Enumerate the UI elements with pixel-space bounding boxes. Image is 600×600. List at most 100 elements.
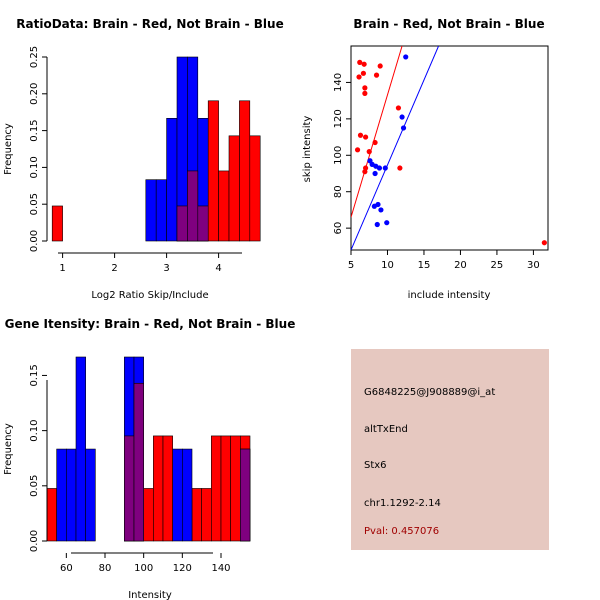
brain-point: [356, 74, 362, 80]
gene-y-label: Frequency: [3, 423, 14, 475]
y-tick-label: 140: [333, 73, 344, 92]
brain-point: [541, 240, 547, 246]
brain-bar: [207, 100, 219, 242]
ratio-histogram-panel: RatioData: Brain - Red, Not Brain - Blue…: [3, 17, 284, 301]
not-brain-bar: [172, 448, 183, 542]
p-value: Pval: 0.457076: [364, 526, 440, 537]
overlap-bar: [187, 170, 199, 242]
brain-point: [362, 90, 368, 96]
x-tick-label: 100: [134, 563, 153, 574]
overlap-bar: [197, 205, 209, 242]
x-tick-label: 140: [211, 563, 230, 574]
brain-bar: [211, 435, 222, 542]
brain-bar: [162, 435, 173, 542]
not-brain-point: [384, 220, 390, 226]
x-tick-label: 20: [454, 260, 467, 271]
not-brain-point: [399, 114, 405, 120]
brain-bar: [239, 100, 251, 242]
event-type: altTxEnd: [364, 424, 408, 435]
x-tick-label: 1: [59, 263, 65, 274]
probe-info-panel: G6848225@J908889@i_at altTxEnd Stx6 chr1…: [351, 349, 549, 550]
gene-x-ticks: 60 80 100 120 140: [60, 553, 231, 574]
x-tick-label: 15: [418, 260, 431, 271]
brain-bar: [191, 488, 202, 542]
y-tick-label: 0.15: [29, 119, 40, 141]
not-brain-fit-line: [351, 46, 440, 250]
y-tick-label: 0.00: [29, 230, 40, 252]
overlap-bar: [124, 435, 135, 542]
overlap-bar: [176, 205, 188, 242]
y-tick-label: 0.00: [29, 530, 40, 552]
gene-symbol: Stx6: [364, 460, 387, 471]
brain-point: [362, 169, 368, 175]
not-brain-bar: [56, 448, 67, 542]
not-brain-point: [374, 221, 380, 228]
brain-point: [366, 149, 372, 155]
gene-x-label: Intensity: [128, 590, 172, 600]
not-brain-bar: [66, 448, 77, 542]
x-tick-label: 4: [215, 263, 221, 274]
y-tick-label: 120: [333, 109, 344, 128]
brain-bar: [46, 488, 57, 542]
y-tick-label: 0.15: [29, 364, 40, 386]
brain-point: [361, 61, 367, 67]
not-brain-bar: [182, 448, 193, 542]
not-brain-point: [375, 201, 381, 208]
x-tick-label: 3: [163, 263, 169, 274]
gene-chart-title: Gene Itensity: Brain - Red, Not Brain - …: [5, 317, 296, 331]
scatter-plot-box: [350, 45, 549, 251]
brain-bar: [153, 435, 164, 542]
brain-bar: [249, 135, 261, 242]
not-brain-bar: [145, 179, 157, 242]
not-brain-point: [400, 125, 407, 131]
gene-intensity-histogram-panel: Gene Itensity: Brain - Red, Not Brain - …: [3, 317, 295, 600]
brain-point: [377, 63, 383, 69]
x-tick-label: 10: [381, 260, 394, 271]
y-tick-label: 0.25: [29, 46, 40, 68]
ratio-x-ticks: 1 2 3 4: [59, 253, 222, 274]
scatter-chart-title: Brain - Red, Not Brain - Blue: [353, 17, 544, 31]
not-brain-bar: [166, 118, 178, 242]
brain-fit-line: [351, 46, 403, 218]
x-tick-label: 120: [173, 563, 192, 574]
y-tick-label: 80: [333, 185, 344, 198]
brain-point: [362, 85, 368, 91]
x-tick-label: 2: [111, 263, 117, 274]
brain-point: [395, 105, 402, 111]
not-brain-point: [382, 165, 388, 171]
overlap-bar: [133, 382, 144, 542]
scatter-x-label: include intensity: [408, 290, 491, 301]
x-tick-label: 5: [348, 260, 354, 271]
y-tick-label: 0.05: [29, 475, 40, 497]
x-tick-label: 60: [60, 563, 73, 574]
genomic-location: chr1.1292-2.14: [364, 498, 441, 509]
brain-bar: [143, 488, 154, 542]
scatter-points: [354, 54, 547, 246]
brain-point: [362, 134, 369, 140]
not-brain-bar: [85, 448, 96, 542]
brain-bar: [201, 488, 212, 542]
y-tick-label: 0.20: [29, 83, 40, 105]
not-brain-point: [372, 170, 378, 177]
brain-point: [354, 147, 361, 153]
gene-y-ticks: 0.00 0.05 0.10 0.15: [29, 364, 47, 552]
ratio-chart-title: RatioData: Brain - Red, Not Brain - Blue: [16, 17, 283, 31]
ratio-y-ticks: 0.00 0.05 0.10 0.15 0.20 0.25: [29, 46, 47, 252]
scatter-x-ticks: 5 10 15 20 25 30: [348, 250, 540, 271]
x-tick-label: 80: [99, 563, 112, 574]
y-tick-label: 60: [333, 222, 344, 235]
brain-bar: [230, 435, 241, 542]
brain-point: [357, 132, 364, 138]
brain-point: [397, 165, 403, 171]
scatter-fit-lines: [351, 46, 440, 250]
scatter-y-ticks: 60 80 100 120 140: [333, 73, 351, 235]
brain-bar: [51, 205, 63, 242]
brain-bar: [220, 435, 231, 542]
brain-point: [357, 59, 363, 65]
brain-bar: [218, 170, 230, 242]
ratio-x-label: Log2 Ratio Skip/Include: [91, 290, 208, 301]
brain-bar: [228, 135, 240, 242]
not-brain-point: [376, 165, 383, 171]
overlap-bar: [240, 448, 251, 542]
